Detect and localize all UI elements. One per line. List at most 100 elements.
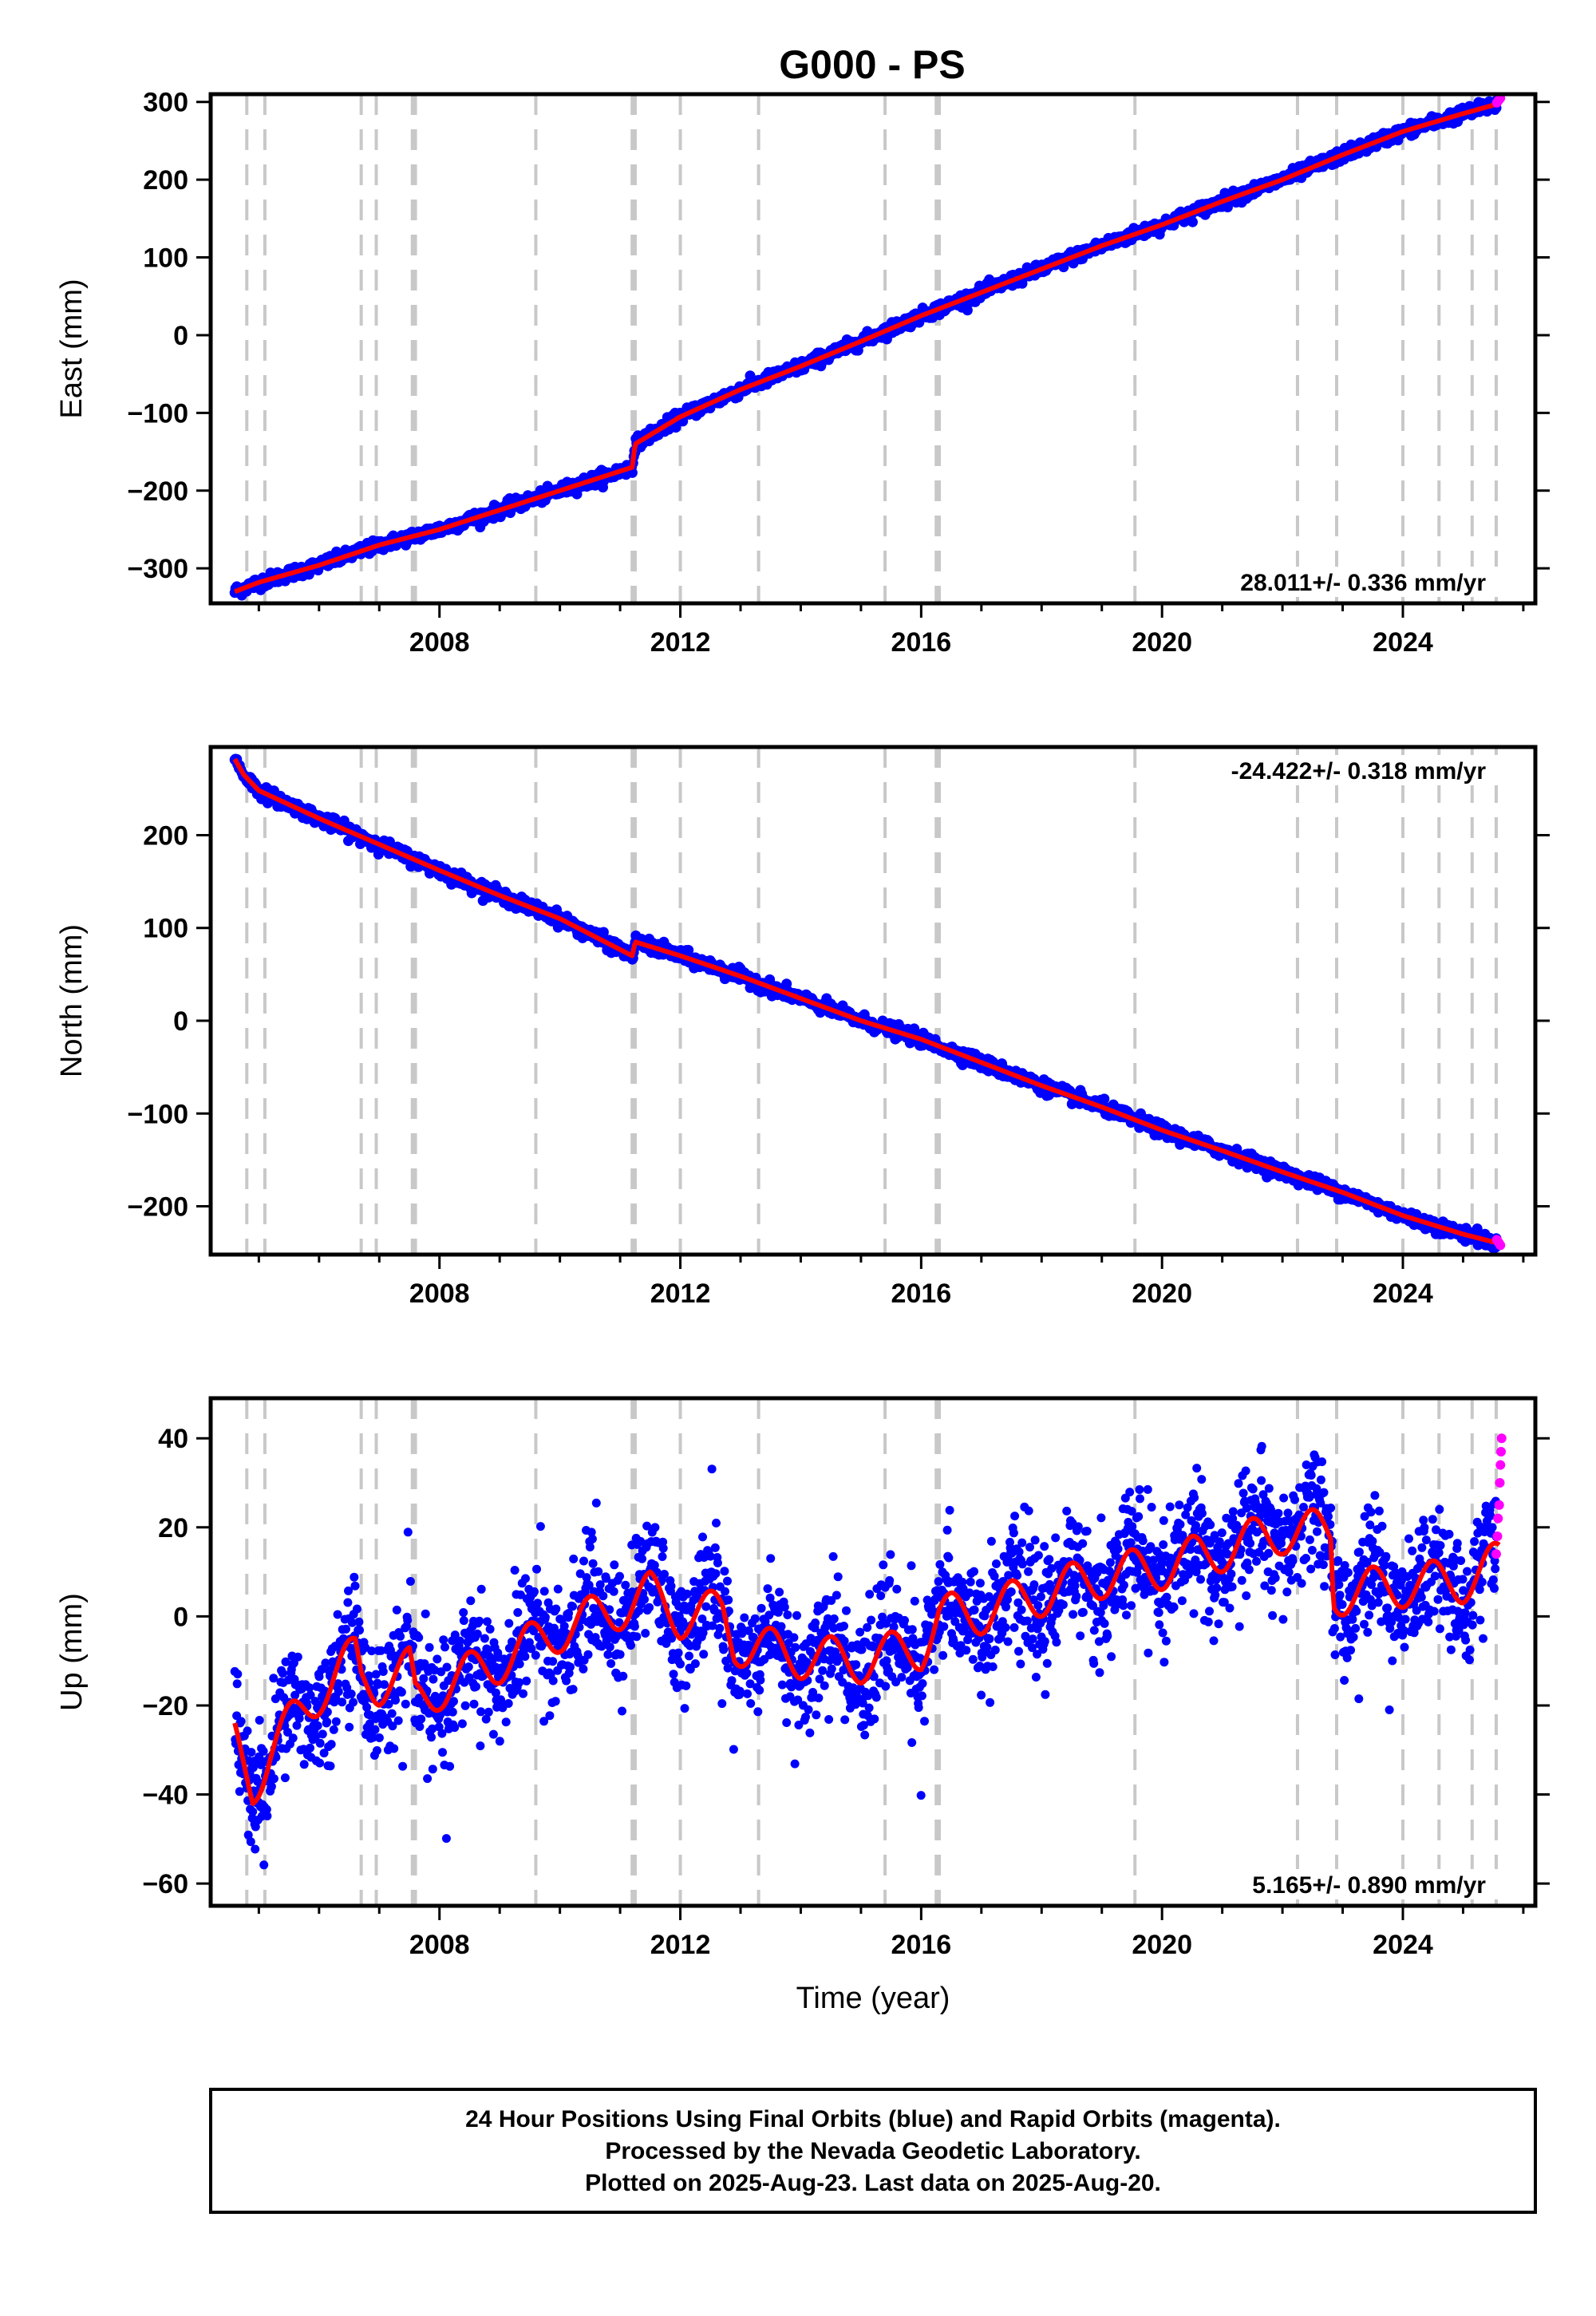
up-final-point [442, 1662, 452, 1672]
up-final-point [459, 1616, 468, 1626]
up-final-point [455, 1636, 464, 1646]
up-final-point [428, 1765, 437, 1774]
north-xtick-label: 2020 [1132, 1279, 1192, 1309]
up-final-point [548, 1657, 558, 1666]
up-final-point [522, 1676, 531, 1686]
up-final-point [783, 1611, 792, 1619]
up-final-point [425, 1642, 434, 1652]
east-ytick-label: 0 [173, 321, 188, 351]
up-final-point [583, 1650, 593, 1659]
up-final-point [401, 1699, 410, 1709]
up-final-point [766, 1554, 776, 1563]
up-final-point [421, 1609, 430, 1618]
up-final-point [460, 1701, 470, 1710]
up-final-point [812, 1710, 821, 1720]
up-final-point [775, 1587, 784, 1597]
up-final-point [326, 1761, 335, 1771]
up-final-point [515, 1678, 524, 1687]
up-final-point [354, 1617, 364, 1626]
up-final-point [398, 1761, 408, 1771]
up-final-point [520, 1652, 530, 1662]
up-final-point [566, 1662, 575, 1672]
north-xtick-label: 2012 [650, 1279, 711, 1309]
up-final-point [429, 1674, 438, 1684]
up-final-point [532, 1564, 541, 1574]
up-final-point [618, 1706, 626, 1716]
up-final-point [350, 1581, 360, 1591]
up-final-point [440, 1642, 449, 1652]
up-final-point [483, 1617, 492, 1626]
up-final-point [551, 1604, 561, 1614]
north-ytick-label: −100 [127, 1099, 188, 1129]
up-final-point [392, 1605, 401, 1614]
up-final-point [715, 1623, 725, 1633]
up-final-point [355, 1626, 364, 1635]
up-final-point [391, 1695, 400, 1705]
up-final-point [579, 1664, 588, 1674]
up-final-point [615, 1650, 625, 1659]
up-final-point [476, 1707, 486, 1717]
up-final-point [293, 1652, 302, 1662]
up-final-point [504, 1699, 513, 1708]
up-final-point [329, 1725, 338, 1734]
up-final-point [658, 1552, 667, 1561]
up-final-point [485, 1624, 495, 1634]
up-final-point [669, 1670, 678, 1679]
east-ytick-label: −200 [127, 476, 188, 507]
up-final-point [685, 1651, 693, 1661]
up-final-point [495, 1737, 504, 1746]
up-final-point [626, 1641, 635, 1650]
up-final-point [469, 1699, 479, 1709]
up-final-point [396, 1631, 405, 1641]
up-final-point [740, 1613, 749, 1622]
up-final-point [374, 1733, 384, 1742]
east-xtick-label: 2020 [1132, 627, 1192, 658]
up-final-point [378, 1667, 388, 1676]
up-final-point [548, 1676, 558, 1686]
up-final-point [621, 1580, 630, 1590]
east-ytick-label: −300 [127, 554, 188, 584]
up-final-point [721, 1587, 729, 1596]
up-final-point [742, 1669, 752, 1678]
up-final-point [423, 1774, 433, 1784]
up-final-point [682, 1589, 692, 1599]
up-final-point [438, 1748, 447, 1757]
up-final-point [594, 1567, 603, 1576]
up-final-point [472, 1629, 482, 1638]
east-final-point [1187, 216, 1198, 227]
up-final-point [539, 1587, 549, 1596]
up-final-point [698, 1532, 707, 1542]
up-final-point [712, 1518, 721, 1528]
up-final-point [717, 1699, 727, 1709]
east-xtick-label: 2016 [891, 627, 952, 658]
up-final-point [630, 1622, 639, 1631]
up-final-point [805, 1728, 815, 1737]
up-final-point [441, 1834, 451, 1844]
up-final-point [701, 1602, 711, 1611]
up-final-point [484, 1707, 493, 1717]
up-final-point [419, 1674, 429, 1683]
up-final-point [326, 1740, 336, 1749]
up-final-point [755, 1686, 764, 1695]
up-final-point [727, 1676, 737, 1686]
up-final-point [756, 1675, 765, 1685]
up-final-point [269, 1774, 279, 1784]
up-final-point [278, 1669, 287, 1678]
up-final-point [475, 1616, 484, 1626]
up-final-point [248, 1807, 258, 1816]
up-final-point [259, 1860, 269, 1870]
up-final-point [403, 1528, 413, 1537]
up-final-point [814, 1694, 824, 1703]
up-final-point [427, 1733, 436, 1742]
up-final-point [713, 1558, 722, 1567]
north-final-point [1099, 1093, 1110, 1105]
east-xtick-label: 2008 [409, 627, 470, 658]
up-final-point [658, 1543, 668, 1553]
east-ylabel: East (mm) [55, 279, 89, 418]
up-final-point [433, 1654, 442, 1664]
up-final-point [334, 1687, 343, 1697]
